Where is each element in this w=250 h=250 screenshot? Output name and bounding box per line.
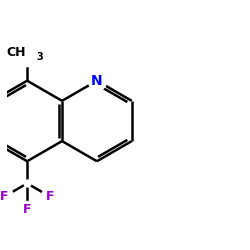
Text: F: F [46, 190, 54, 203]
Text: N: N [91, 74, 103, 88]
Text: CH: CH [7, 46, 26, 60]
Text: 3: 3 [36, 52, 43, 62]
Text: F: F [0, 190, 9, 203]
Text: F: F [23, 203, 32, 216]
